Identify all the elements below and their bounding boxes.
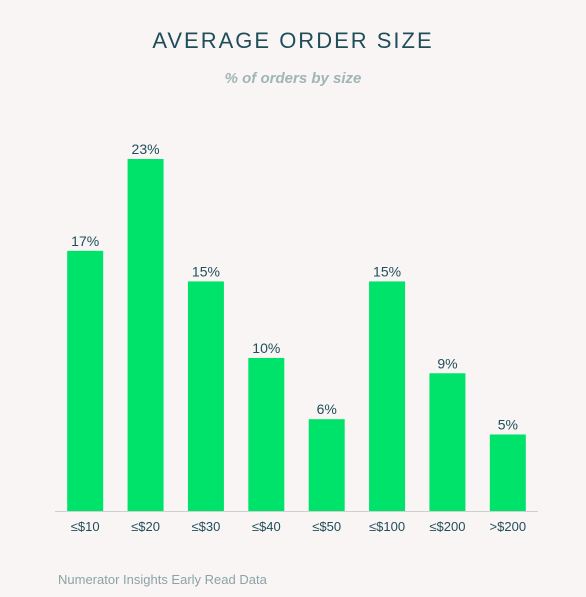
bar-2 (187, 281, 224, 511)
data-label-3: 10% (252, 340, 280, 356)
x-tick-label-7: >$200 (490, 519, 527, 534)
chart-title: AVERAGE ORDER SIZE (152, 28, 434, 53)
bar-5 (369, 281, 406, 511)
data-label-1: 23% (132, 141, 160, 157)
bar-1 (127, 159, 164, 511)
bar-4 (308, 419, 345, 511)
bar-3 (248, 357, 285, 511)
data-label-6: 9% (437, 355, 457, 371)
data-label-0: 17% (71, 233, 99, 249)
bar-0 (67, 250, 104, 511)
data-label-2: 15% (192, 263, 220, 279)
x-tick-label-4: ≤$50 (312, 519, 341, 534)
data-label-7: 5% (498, 416, 518, 432)
x-tick-label-3: ≤$40 (252, 519, 281, 534)
chart-subtitle: % of orders by size (224, 70, 362, 87)
x-tick-label-2: ≤$30 (192, 519, 221, 534)
x-tick-label-0: ≤$10 (71, 519, 100, 534)
x-tick-label-1: ≤$20 (131, 519, 160, 534)
x-tick-label-5: ≤$100 (369, 519, 405, 534)
bar-6 (429, 373, 466, 511)
bar-7 (489, 434, 526, 511)
data-label-5: 15% (373, 263, 401, 279)
data-label-4: 6% (317, 401, 337, 417)
source-note: Numerator Insights Early Read Data (58, 572, 267, 587)
x-tick-label-6: ≤$200 (429, 519, 465, 534)
